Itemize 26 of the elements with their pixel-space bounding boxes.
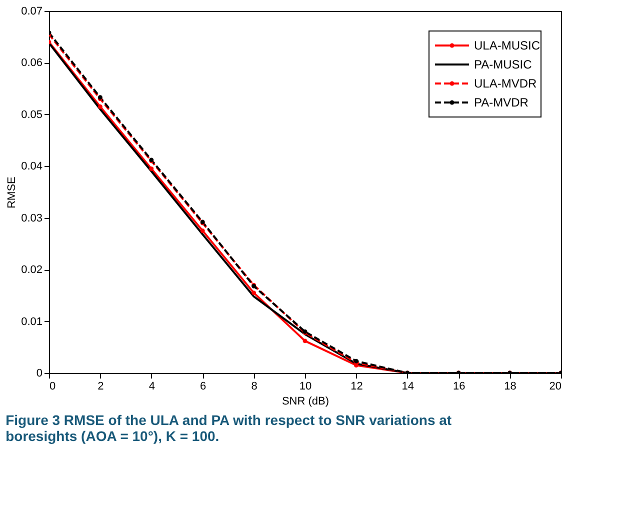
legend-label: PA-MUSIC [474, 58, 532, 72]
y-tick-label: 0.02 [21, 264, 42, 276]
y-tick-label: 0.03 [21, 212, 42, 224]
x-axis-title: SNR (dB) [282, 396, 330, 408]
y-tick-label: 0.04 [21, 160, 42, 173]
x-tick-label: 14 [402, 380, 414, 392]
y-tick-label: 0.05 [21, 108, 42, 121]
y-tick-label: 0.06 [21, 57, 42, 70]
caption: Figure 3 RMSE of the ULA and PA with respect to SNR variations at boresights (AOA = 10°), K = 100. [6, 412, 452, 444]
x-tick-label: 0 [50, 380, 56, 392]
x-tick-label: 6 [200, 380, 206, 392]
x-tick-label: 20 [549, 380, 562, 392]
legend-label: PA-MVDR [474, 96, 529, 110]
x-tick-label: 10 [299, 380, 312, 392]
y-axis-title: RMSE [6, 176, 18, 208]
legend-label: ULA-MVDR [474, 76, 538, 90]
x-tick-label: 12 [350, 380, 363, 392]
x-tick-label: 8 [251, 380, 258, 392]
x-tick-label: 4 [148, 380, 155, 392]
legend-label: ULA-MUSIC [474, 38, 540, 52]
y-tick-label: 0.07 [21, 6, 42, 18]
x-tick-label: 2 [98, 380, 104, 392]
x-tick-label: 18 [504, 380, 516, 392]
x-tick-label: 16 [452, 380, 466, 392]
y-tick-label: 0 [36, 368, 42, 380]
y-tick-label: 0.01 [21, 316, 42, 328]
